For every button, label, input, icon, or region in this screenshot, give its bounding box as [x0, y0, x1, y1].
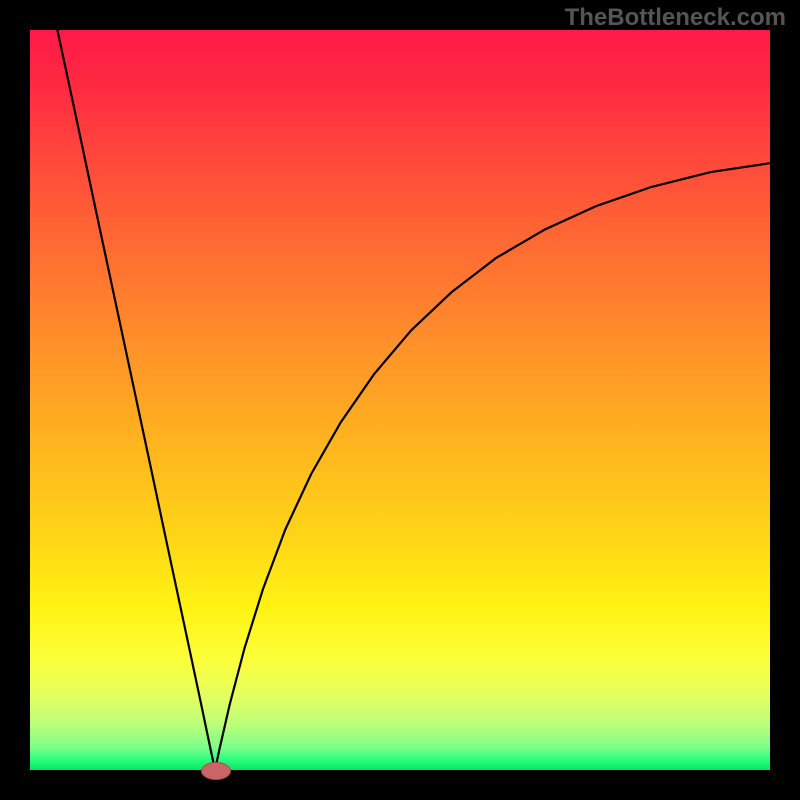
watermark-text: TheBottleneck.com	[565, 4, 786, 32]
min-point-marker	[201, 762, 231, 780]
gradient-background	[30, 30, 770, 770]
plot-area	[30, 30, 770, 770]
